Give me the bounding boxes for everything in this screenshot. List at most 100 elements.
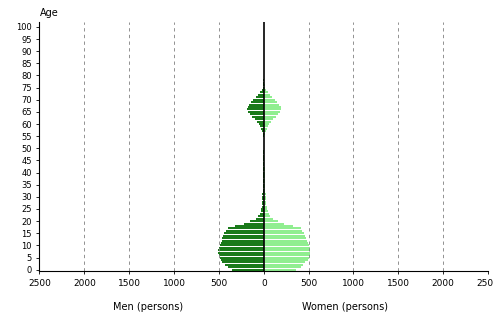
Bar — [264, 184, 265, 186]
Bar — [263, 184, 264, 186]
Bar — [263, 179, 264, 181]
Bar — [219, 254, 264, 256]
Bar — [261, 208, 264, 210]
Bar — [263, 84, 264, 86]
Bar — [256, 96, 264, 98]
Bar — [264, 213, 269, 215]
Bar — [264, 167, 265, 169]
Bar — [218, 252, 264, 254]
Bar — [225, 264, 264, 266]
Bar — [264, 94, 270, 96]
Bar — [264, 191, 265, 193]
Bar — [264, 108, 281, 111]
Bar — [264, 259, 308, 261]
Bar — [228, 266, 264, 268]
Bar — [264, 244, 309, 246]
Bar — [264, 252, 310, 254]
Bar — [264, 89, 266, 91]
Bar — [264, 186, 265, 188]
Bar — [264, 101, 278, 103]
Bar — [250, 113, 264, 115]
Bar — [258, 94, 264, 96]
Bar — [264, 210, 268, 212]
Text: Men (persons): Men (persons) — [113, 302, 183, 312]
Bar — [264, 205, 267, 208]
Bar — [260, 213, 264, 215]
Bar — [244, 222, 264, 225]
Bar — [262, 198, 264, 200]
Bar — [264, 87, 265, 89]
Bar — [264, 232, 304, 234]
Bar — [264, 181, 265, 183]
Bar — [264, 269, 296, 271]
Bar — [219, 247, 264, 249]
Bar — [232, 269, 264, 271]
Bar — [260, 91, 264, 94]
Bar — [264, 220, 278, 222]
Bar — [264, 96, 272, 98]
Bar — [261, 210, 264, 212]
Bar — [263, 181, 264, 183]
Bar — [250, 220, 264, 222]
Bar — [264, 111, 280, 113]
Bar — [264, 256, 309, 259]
Bar — [264, 254, 310, 256]
Bar — [220, 244, 264, 246]
Bar — [253, 99, 264, 101]
Bar — [264, 203, 266, 205]
Bar — [264, 99, 275, 101]
Bar — [228, 227, 264, 229]
Bar — [221, 242, 264, 244]
Bar — [220, 256, 264, 259]
Bar — [264, 179, 265, 181]
Bar — [262, 89, 264, 91]
Bar — [224, 232, 264, 234]
Bar — [222, 261, 264, 263]
Bar — [264, 176, 265, 179]
Bar — [264, 266, 301, 268]
Bar — [263, 191, 264, 193]
Bar — [264, 215, 270, 217]
Bar — [264, 193, 266, 195]
Bar — [264, 196, 266, 198]
Bar — [264, 230, 302, 232]
Bar — [264, 242, 308, 244]
Bar — [218, 249, 264, 251]
Bar — [264, 172, 265, 174]
Bar — [255, 118, 264, 120]
Bar — [252, 116, 264, 118]
Bar — [221, 259, 264, 261]
Bar — [264, 208, 267, 210]
Bar — [262, 203, 264, 205]
Bar — [259, 123, 264, 125]
Bar — [247, 108, 264, 111]
Bar — [248, 111, 264, 113]
Bar — [264, 121, 271, 123]
Bar — [258, 215, 264, 217]
Bar — [264, 174, 265, 176]
Bar — [222, 237, 264, 239]
Bar — [247, 106, 264, 108]
Bar — [264, 123, 269, 125]
Bar — [262, 201, 264, 203]
Bar — [264, 169, 265, 171]
Bar — [221, 239, 264, 242]
Text: Age: Age — [39, 9, 58, 18]
Bar — [262, 130, 264, 132]
Bar — [264, 227, 301, 229]
Bar — [257, 121, 264, 123]
Bar — [264, 104, 279, 106]
Bar — [226, 230, 264, 232]
Bar — [261, 128, 264, 130]
Bar — [262, 196, 264, 198]
Bar — [264, 201, 266, 203]
Bar — [264, 222, 284, 225]
Bar — [264, 116, 276, 118]
Bar — [264, 106, 281, 108]
Bar — [262, 193, 264, 195]
Bar — [264, 235, 305, 237]
Bar — [264, 84, 265, 86]
Bar — [263, 172, 264, 174]
Bar — [256, 218, 264, 220]
Bar — [263, 174, 264, 176]
